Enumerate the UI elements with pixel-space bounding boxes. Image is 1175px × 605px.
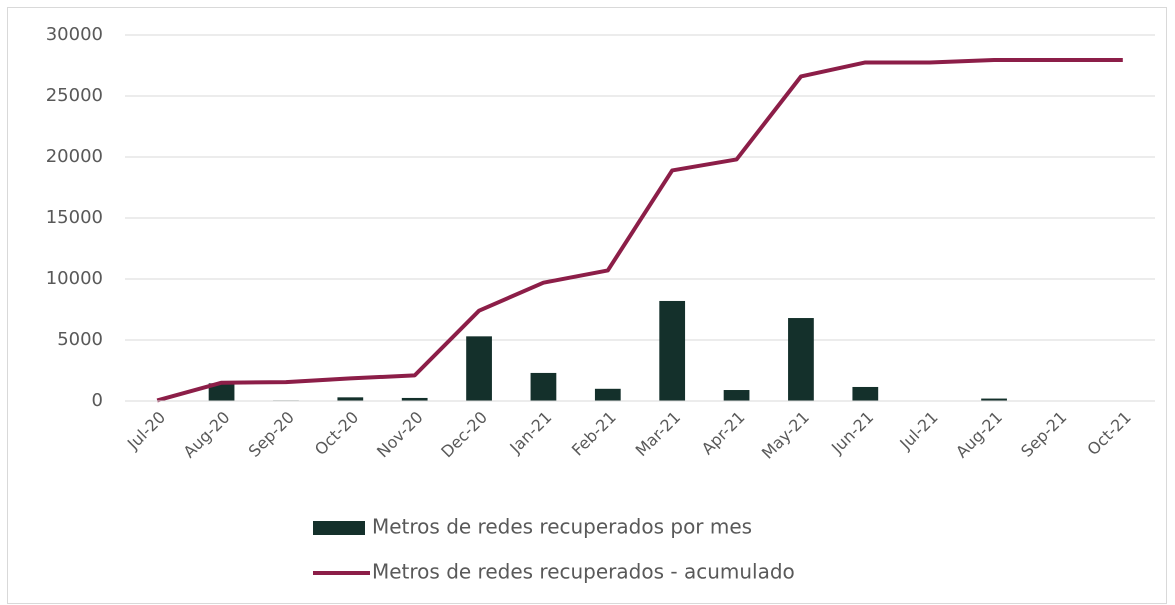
legend-label: Metros de redes recuperados - acumulado: [372, 560, 795, 584]
chart-border: [7, 7, 1167, 604]
bar: [337, 397, 364, 401]
y-tick-label: 0: [92, 390, 103, 411]
bar: [594, 388, 621, 401]
y-tick-label: 25000: [46, 85, 103, 106]
bar: [466, 336, 492, 401]
bar: [852, 386, 879, 401]
bar: [659, 300, 686, 401]
bar: [723, 390, 750, 401]
y-tick-label: 10000: [46, 268, 103, 289]
bar: [788, 318, 814, 401]
y-tick-label: 5000: [57, 329, 103, 350]
legend-swatch: [313, 521, 365, 535]
bar: [401, 397, 428, 401]
bar: [530, 372, 557, 401]
y-tick-label: 30000: [46, 24, 103, 45]
y-tick-label: 15000: [46, 207, 103, 228]
y-tick-label: 20000: [46, 146, 103, 167]
line: [156, 58, 1123, 403]
legend-label: Metros de redes recuperados por mes: [372, 515, 752, 539]
bar: [981, 398, 1007, 401]
bar: [208, 383, 235, 401]
